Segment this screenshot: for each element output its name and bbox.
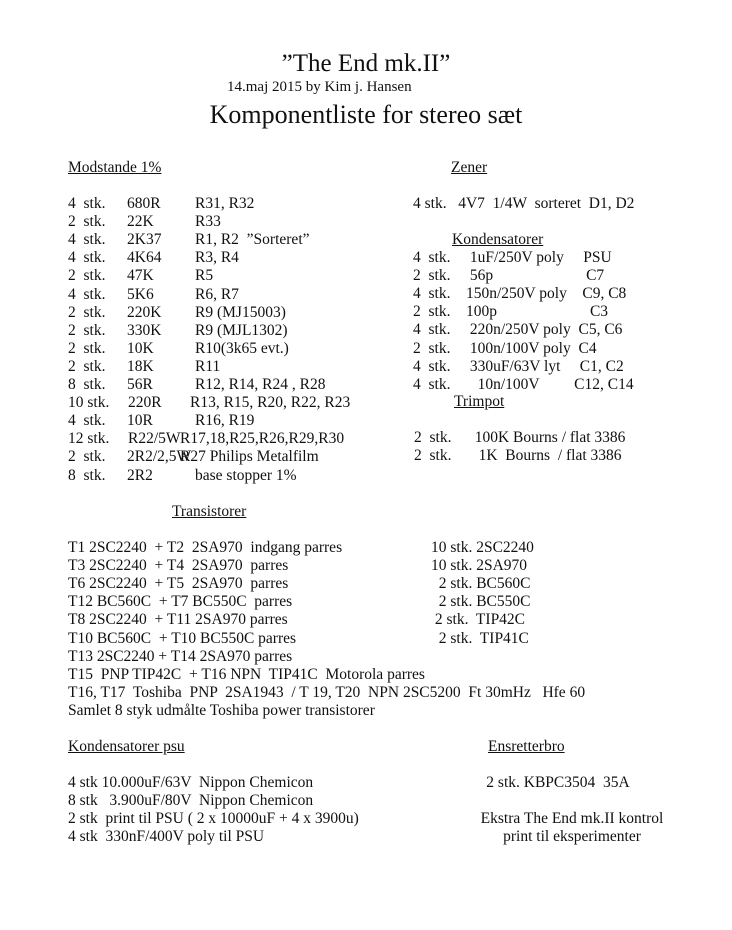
transistor-item: T15 PNP TIP42C + T16 NPN TIP41C Motorola… — [68, 665, 425, 683]
transistor-item: T10 BC560C + T10 BC550C parres — [68, 629, 297, 647]
rectifier-item: 2 stk. KBPC3504 35A — [486, 774, 630, 791]
resistors-heading: Modstande 1% — [68, 159, 162, 176]
resistor-value: 2R2 — [127, 466, 153, 484]
resistor-value: 330K — [127, 321, 162, 339]
resistor-value: R22/5W — [128, 430, 181, 448]
capacitor-item: 2 stk. 100n/100V poly C4 — [413, 339, 597, 357]
transistor-total: 2 stk. BC560C — [431, 575, 531, 593]
zener-item: 4 stk. 4V7 1/4W sorteret D1, D2 — [413, 195, 635, 212]
capacitor-item: 2 stk. 100p C3 — [413, 303, 609, 321]
resistor-ref: R17,18,R25,R26,R29,R30 — [180, 430, 345, 448]
psu-capacitor-item: 4 stk 10.000uF/63V Nippon Chemicon — [68, 774, 314, 791]
trimpot-heading: Trimpot — [454, 393, 505, 410]
document-title: ”The End mk.II” — [281, 50, 451, 77]
transistor-item: T1 2SC2240 + T2 2SA970 indgang parres — [68, 539, 343, 556]
transistor-item: T16, T17 Toshiba PNP 2SA1943 / T 19, T20… — [68, 683, 586, 701]
trimpot-item: 2 stk. 1K Bourns / flat 3386 — [414, 447, 622, 464]
resistor-ref: base stopper 1% — [195, 466, 297, 484]
transistor-item: T8 2SC2240 + T11 2SA970 parres — [68, 611, 288, 629]
transistor-total: 2 stk. TIP41C — [431, 629, 529, 647]
resistor-ref: R12, R14, R24 , R28 — [195, 376, 326, 393]
transistor-total: 2 stk. TIP42C — [431, 611, 526, 629]
extra-note: Ekstra The End mk.II kontrol — [480, 810, 664, 827]
rectifier-heading: Ensretterbro — [488, 738, 565, 755]
resistor-qty: 8 stk. — [68, 466, 106, 484]
capacitor-item: 4 stk. 10n/100V C12, C14 — [413, 375, 634, 393]
resistor-ref: R3, R4 — [195, 249, 239, 267]
resistor-value: 680R — [127, 195, 161, 212]
resistor-qty: 4 stk. — [68, 412, 106, 430]
resistor-qty: 2 stk. — [68, 267, 106, 285]
resistor-value: 5K6 — [127, 285, 154, 303]
resistor-qty: 2 stk. — [68, 303, 106, 321]
capacitor-item: 4 stk. 220n/250V poly C5, C6 — [413, 321, 623, 339]
resistor-qty: 2 stk. — [68, 357, 106, 375]
resistor-qty: 4 stk. — [68, 195, 106, 212]
resistor-ref: R5 — [195, 267, 214, 285]
resistor-ref: R10(3k65 evt.) — [195, 339, 289, 357]
resistor-qty: 2 stk. — [68, 321, 106, 339]
resistor-value: 56R — [127, 376, 153, 393]
resistor-qty: 8 stk. — [68, 376, 106, 393]
document-subtitle: Komponentliste for stereo sæt — [209, 100, 523, 129]
transistor-total: 10 stk. 2SC2240 — [431, 539, 534, 556]
transistor-total: 10 stk. 2SA970 — [431, 557, 528, 575]
resistor-qty: 2 stk. — [68, 213, 106, 231]
transistor-item: Samlet 8 styk udmålte Toshiba power tran… — [68, 701, 375, 719]
resistor-ref: R16, R19 — [195, 412, 255, 430]
resistor-ref: R9 (MJ15003) — [195, 303, 286, 321]
resistor-value: 18K — [127, 357, 154, 375]
resistor-value: 4K64 — [127, 249, 162, 267]
resistor-ref: R31, R32 — [195, 195, 255, 212]
resistor-qty: 2 stk. — [68, 339, 106, 357]
resistor-value: 10R — [127, 412, 153, 430]
transistors-heading: Transistorer — [172, 503, 247, 520]
resistor-value: 47K — [127, 267, 154, 285]
capacitor-item: 4 stk. 1uF/250V poly PSU — [413, 249, 612, 266]
resistor-ref: R1, R2 ”Sorteret” — [195, 231, 310, 249]
resistor-value: 2K37 — [127, 231, 162, 249]
resistor-value: 220K — [127, 303, 162, 321]
resistor-ref: R11 — [195, 357, 221, 375]
psu-capacitors-heading: Kondensatorer psu — [68, 738, 185, 755]
capacitor-item: 4 stk. 330uF/63V lyt C1, C2 — [413, 357, 624, 375]
capacitor-item: 4 stk. 150n/250V poly C9, C8 — [413, 285, 627, 303]
resistor-ref: R33 — [195, 213, 221, 231]
resistor-value: 2R2/2,5W — [127, 448, 192, 466]
resistor-qty: 4 stk. — [68, 285, 106, 303]
psu-capacitor-item: 2 stk print til PSU ( 2 x 10000uF + 4 x … — [68, 810, 359, 828]
resistor-ref: R6, R7 — [195, 285, 239, 303]
resistor-qty: 2 stk. — [68, 448, 106, 466]
resistor-value: 22K — [127, 213, 154, 231]
date-author: 14.maj 2015 by Kim j. Hansen — [227, 79, 412, 95]
psu-capacitor-item: 8 stk 3.900uF/80V Nippon Chemicon — [68, 792, 314, 810]
capacitor-item: 2 stk. 56p C7 — [413, 267, 605, 285]
resistor-qty: 4 stk. — [68, 231, 106, 249]
psu-capacitor-item: 4 stk 330nF/400V poly til PSU — [68, 828, 265, 846]
resistor-ref: R9 (MJL1302) — [195, 321, 288, 339]
resistor-qty: 10 stk. — [68, 394, 110, 412]
transistor-item: T13 2SC2240 + T14 2SA970 parres — [68, 647, 293, 665]
resistor-ref: R27 Philips Metalfilm — [180, 448, 319, 466]
zener-heading: Zener — [451, 159, 488, 176]
resistor-value: 220R — [128, 394, 162, 412]
extra-note: print til eksperimenter — [503, 828, 641, 846]
trimpot-item: 2 stk. 100K Bourns / flat 3386 — [414, 429, 626, 446]
resistor-qty: 4 stk. — [68, 249, 106, 267]
resistor-value: 10K — [127, 339, 154, 357]
resistor-ref: R13, R15, R20, R22, R23 — [190, 394, 351, 412]
transistor-total: 2 stk. BC550C — [431, 593, 531, 611]
capacitors-heading: Kondensatorer — [452, 231, 544, 248]
transistor-item: T6 2SC2240 + T5 2SA970 parres — [68, 575, 289, 593]
transistor-item: T3 2SC2240 + T4 2SA970 parres — [68, 557, 289, 575]
transistor-item: T12 BC560C + T7 BC550C parres — [68, 593, 293, 611]
resistor-qty: 12 stk. — [68, 430, 110, 448]
